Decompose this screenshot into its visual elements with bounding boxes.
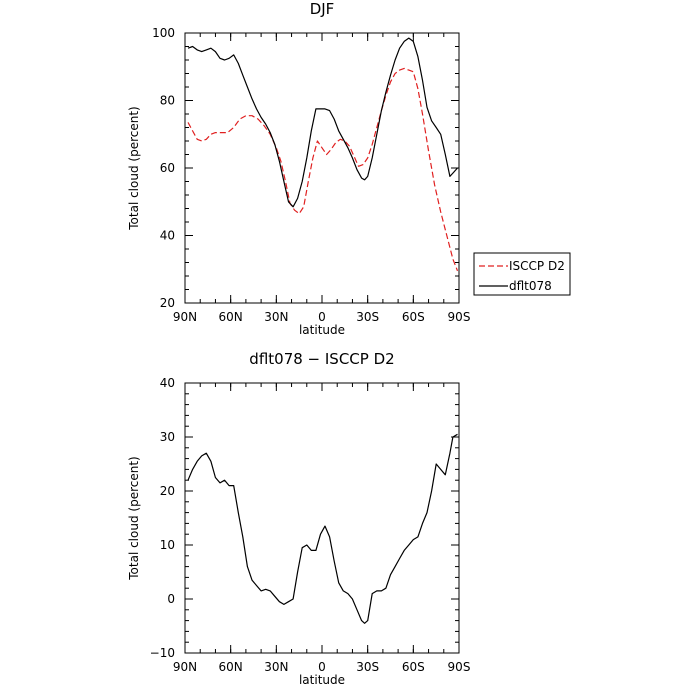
y-tick-label: 100: [152, 26, 175, 40]
bottom-panel: 90N 60N 30N 0 30S 60S 90S −10 0 10 20 30 40 dflt078 −…: [127, 350, 470, 687]
y-tick-label: 10: [160, 538, 175, 552]
legend-label: dflt078: [509, 279, 552, 293]
y-tick-label: −10: [150, 646, 175, 660]
y-axis-title: Total cloud (percent): [127, 106, 141, 230]
x-tick-label: 0: [318, 310, 326, 324]
plot-frame: [184, 32, 460, 304]
y-tick-label: 30: [160, 430, 175, 444]
x-tick-label: 90N: [173, 660, 197, 674]
x-tick-label: 30S: [356, 660, 379, 674]
x-tick-label: 30N: [264, 660, 288, 674]
legend-box: [473, 252, 571, 296]
legend: ISCCP D2 dflt078: [473, 252, 571, 296]
x-tick-label: 30S: [356, 310, 379, 324]
x-tick-label: 90S: [448, 660, 471, 674]
top-panel: 90N 60N 30N 0 30S 60S 90S 20 40 60 80 100 DJF latitud…: [127, 0, 470, 337]
y-tick-label: 80: [160, 94, 175, 108]
x-axis-title: latitude: [299, 673, 345, 687]
plot-frame: [184, 382, 460, 654]
x-tick-label: 60N: [219, 310, 243, 324]
x-tick-label: 0: [318, 660, 326, 674]
x-tick-label: 60S: [402, 310, 425, 324]
x-tick-label: 90S: [448, 310, 471, 324]
chart-title: DJF: [310, 0, 335, 18]
y-tick-label: 20: [160, 484, 175, 498]
chart-title: dflt078 − ISCCP D2: [249, 350, 394, 368]
x-tick-label: 60S: [402, 660, 425, 674]
y-tick-label: 0: [167, 592, 175, 606]
x-tick-label: 90N: [173, 310, 197, 324]
x-tick-label: 60N: [219, 660, 243, 674]
y-tick-label: 40: [160, 229, 175, 243]
y-tick-label: 60: [160, 161, 175, 175]
series-line-dflt078: [187, 37, 458, 208]
x-axis-title: latitude: [299, 323, 345, 337]
y-axis-title: Total cloud (percent): [127, 456, 141, 580]
series-line-isccp-d2: [187, 67, 459, 272]
legend-label: ISCCP D2: [509, 259, 565, 273]
y-tick-label: 20: [160, 296, 175, 310]
y-tick-label: 40: [160, 376, 175, 390]
series-line-difference: [187, 433, 458, 624]
x-tick-label: 30N: [264, 310, 288, 324]
